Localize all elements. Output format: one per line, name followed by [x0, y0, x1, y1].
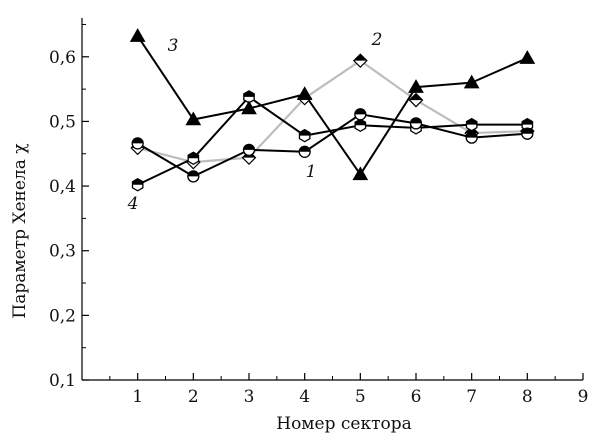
series-1-point [298, 145, 311, 158]
marker-hexagon-fill [522, 118, 533, 125]
series-1-point [242, 143, 256, 157]
series-3-point [519, 50, 536, 64]
marker-triangle [129, 28, 146, 42]
marker-triangle [408, 79, 424, 93]
series-3-label: 3 [168, 36, 179, 56]
series-1-point [521, 127, 534, 140]
marker-hexagon-fill [299, 129, 310, 136]
marker-circle-fill [187, 170, 199, 177]
marker-triangle [352, 166, 369, 181]
marker-triangle [519, 50, 536, 64]
y-tick-label: 0,1 [49, 371, 76, 391]
series-3-point [241, 100, 257, 115]
series-1-point [465, 131, 478, 144]
marker-diamond-fill [353, 54, 367, 61]
x-tick-label: 3 [244, 387, 255, 407]
series-3-point [185, 111, 202, 126]
y-tick-label: 0,4 [49, 177, 76, 197]
series-1-point [354, 108, 367, 121]
y-tick-label: 0,2 [49, 306, 76, 326]
x-tick-label: 6 [411, 387, 422, 407]
marker-diamond-fill [409, 93, 423, 101]
series-1-point [131, 137, 144, 150]
series-4-line [137, 95, 528, 186]
series-4-point [465, 117, 478, 132]
x-tick-label: 8 [522, 387, 533, 407]
series-lines [136, 35, 528, 186]
x-axis-title: Номер сектора [276, 414, 412, 434]
series-labels: 1 2 3 4 [127, 30, 383, 214]
marker-circle-fill [354, 108, 366, 115]
series-2-line [137, 59, 528, 164]
marker-hexagon-fill [355, 119, 366, 126]
x-tick-label: 7 [466, 387, 477, 407]
marker-triangle [185, 111, 202, 126]
marker-circle-fill [132, 137, 144, 144]
x-tick-label: 5 [355, 387, 366, 407]
x-tick-label: 4 [299, 387, 310, 407]
series-markers [129, 28, 536, 192]
y-tick-label: 0,5 [49, 112, 76, 132]
y-tick-label: 0,3 [49, 242, 76, 262]
x-tick-label: 9 [578, 387, 589, 407]
marker-circle-fill [299, 146, 311, 152]
series-1-point [409, 117, 423, 130]
series-4-point [354, 118, 367, 133]
x-tick-label: 2 [188, 387, 199, 407]
series-3-point [129, 28, 146, 42]
series-3-point [463, 74, 480, 89]
series-4-point [298, 128, 311, 143]
marker-circle-fill [466, 132, 478, 138]
marker-triangle [296, 86, 313, 101]
series-3-point [352, 166, 369, 181]
series-1-point [187, 170, 200, 183]
marker-hexagon-fill [466, 118, 477, 125]
marker-hexagon-fill [188, 152, 199, 159]
series-3-line [136, 35, 528, 176]
x-tick-label: 1 [132, 387, 143, 407]
marker-triangle [463, 74, 480, 89]
marker-triangle [241, 100, 257, 115]
series-1-label: 1 [306, 162, 317, 182]
series-3-point [408, 79, 424, 93]
series-4-label: 4 [127, 194, 139, 214]
series-2-point [352, 53, 368, 69]
y-tick-label: 0,6 [49, 48, 76, 68]
series-2-label: 2 [371, 30, 383, 50]
series-4-point [131, 178, 144, 192]
marker-circle-fill [243, 144, 255, 150]
series-3-point [296, 86, 313, 101]
axes: 1 2 3 4 5 6 7 8 9 0,1 0,2 0,3 0,4 0,5 0,6 [49, 18, 588, 407]
series-4-point [521, 117, 534, 132]
series-4-point [187, 151, 200, 166]
marker-circle-fill [410, 117, 422, 124]
series-2-point [408, 92, 424, 108]
marker-hexagon-fill [132, 178, 143, 185]
marker-circle-fill [521, 128, 533, 134]
y-axis-title: Параметр Хенела χ [10, 143, 30, 318]
marker-hexagon-fill [243, 90, 255, 97]
